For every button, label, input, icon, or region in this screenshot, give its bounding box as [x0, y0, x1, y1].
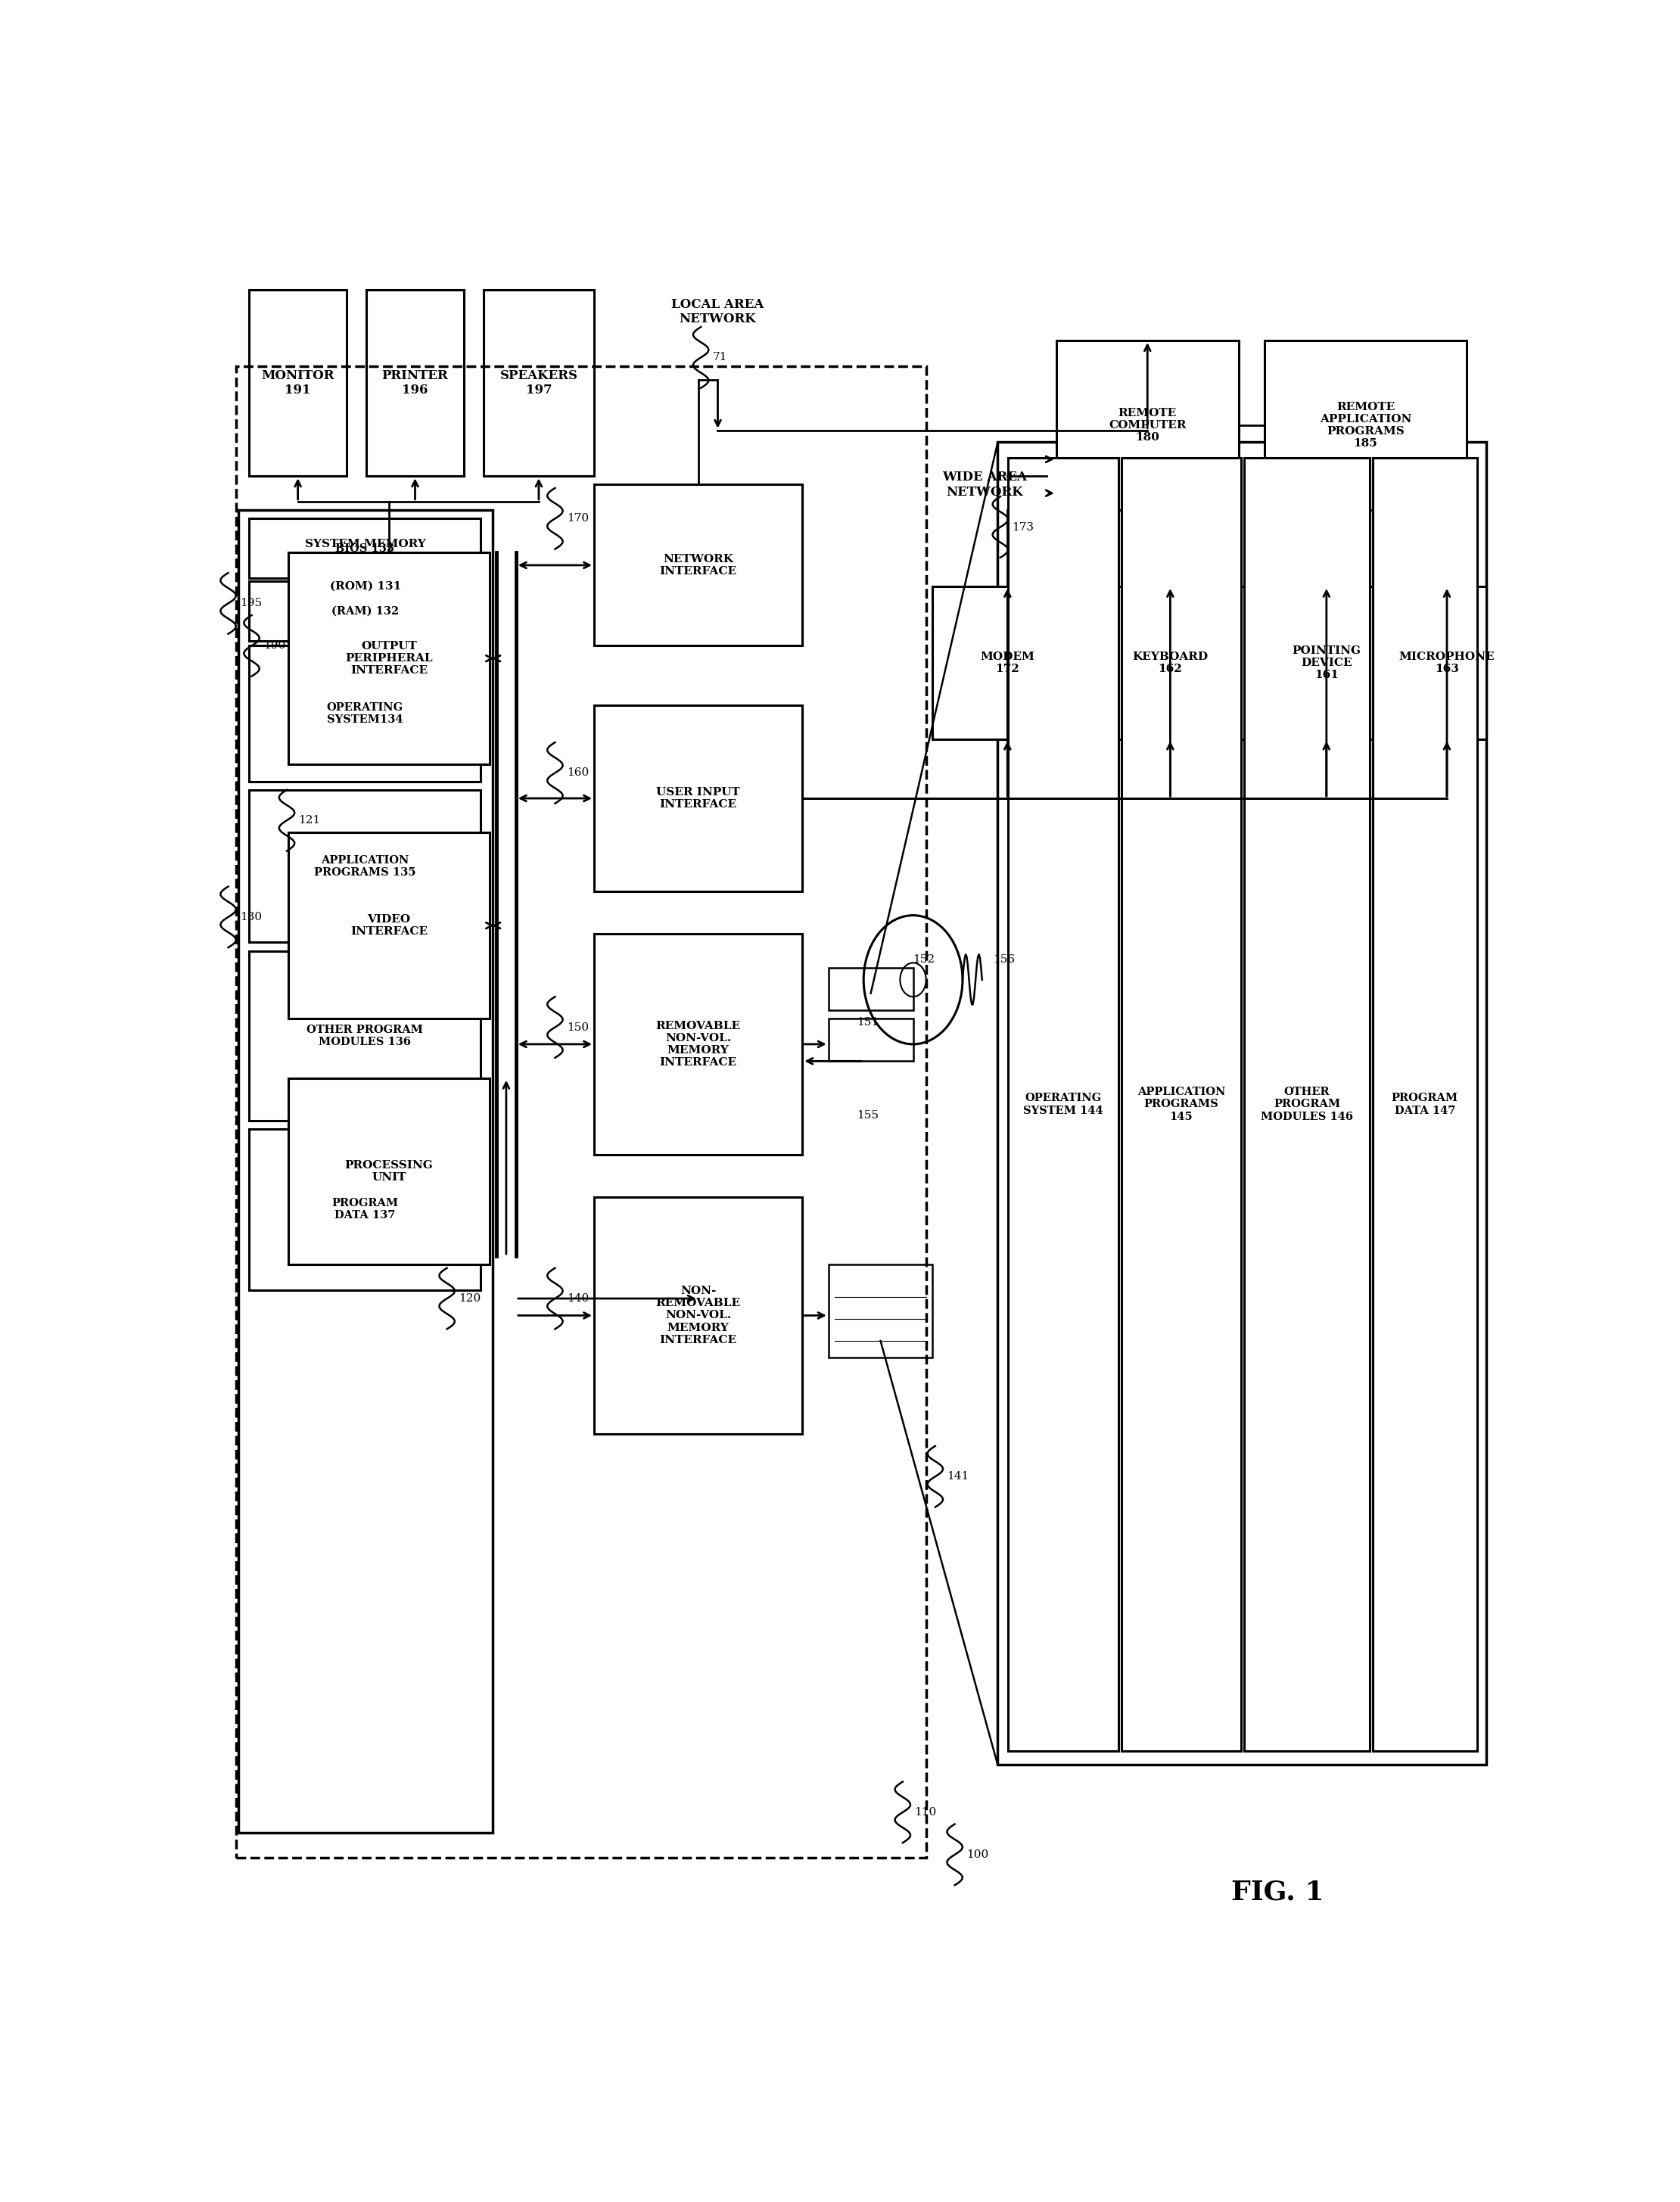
FancyBboxPatch shape: [828, 969, 914, 1011]
Text: VIDEO
INTERFACE: VIDEO INTERFACE: [351, 914, 428, 936]
Text: 121: 121: [299, 815, 321, 826]
Text: PROCESSING
UNIT: PROCESSING UNIT: [344, 1160, 433, 1182]
FancyBboxPatch shape: [595, 705, 803, 892]
FancyBboxPatch shape: [249, 581, 480, 641]
FancyBboxPatch shape: [1008, 458, 1119, 1751]
FancyBboxPatch shape: [484, 291, 595, 476]
FancyBboxPatch shape: [289, 553, 491, 764]
Text: 71: 71: [712, 352, 727, 363]
FancyBboxPatch shape: [1057, 341, 1238, 511]
FancyBboxPatch shape: [1095, 586, 1245, 740]
FancyBboxPatch shape: [828, 1020, 914, 1061]
Text: SPEAKERS
197: SPEAKERS 197: [499, 370, 578, 396]
FancyBboxPatch shape: [595, 934, 803, 1154]
Text: APPLICATION
PROGRAMS 135: APPLICATION PROGRAMS 135: [314, 854, 417, 879]
Text: SYSTEM MEMORY: SYSTEM MEMORY: [306, 539, 427, 548]
Text: 155: 155: [857, 1110, 879, 1121]
FancyBboxPatch shape: [1408, 586, 1485, 740]
Text: 100: 100: [966, 1850, 988, 1861]
FancyBboxPatch shape: [1243, 458, 1371, 1751]
FancyBboxPatch shape: [1122, 458, 1242, 1751]
FancyBboxPatch shape: [1373, 458, 1477, 1751]
Text: 120: 120: [459, 1293, 480, 1304]
Text: 190: 190: [264, 641, 286, 652]
FancyBboxPatch shape: [1252, 586, 1401, 740]
FancyBboxPatch shape: [249, 951, 480, 1121]
Text: REMOTE
COMPUTER
180: REMOTE COMPUTER 180: [1109, 407, 1186, 443]
FancyBboxPatch shape: [239, 511, 492, 1832]
Text: MICROPHONE
163: MICROPHONE 163: [1399, 652, 1495, 674]
Text: 110: 110: [914, 1808, 936, 1817]
Text: 173: 173: [1011, 522, 1033, 533]
Text: 151: 151: [857, 1017, 879, 1028]
Text: PROGRAM
DATA 137: PROGRAM DATA 137: [331, 1198, 398, 1220]
Text: (ROM) 131: (ROM) 131: [329, 581, 402, 592]
FancyBboxPatch shape: [828, 1264, 932, 1359]
Text: 170: 170: [566, 513, 588, 524]
FancyBboxPatch shape: [289, 832, 491, 1020]
Text: PRINTER
196: PRINTER 196: [381, 370, 449, 396]
FancyBboxPatch shape: [249, 517, 480, 577]
Text: (RAM) 132: (RAM) 132: [331, 606, 398, 617]
Text: REMOVABLE
NON-VOL.
MEMORY
INTERFACE: REMOVABLE NON-VOL. MEMORY INTERFACE: [655, 1020, 741, 1068]
Text: 130: 130: [240, 912, 262, 923]
Text: NON-
REMOVABLE
NON-VOL.
MEMORY
INTERFACE: NON- REMOVABLE NON-VOL. MEMORY INTERFACE: [655, 1286, 741, 1345]
Text: APPLICATION
PROGRAMS
145: APPLICATION PROGRAMS 145: [1137, 1088, 1225, 1123]
Text: MONITOR
191: MONITOR 191: [262, 370, 334, 396]
Text: 150: 150: [566, 1022, 588, 1033]
Text: PROGRAM
DATA 147: PROGRAM DATA 147: [1391, 1092, 1458, 1116]
Text: KEYBOARD
162: KEYBOARD 162: [1132, 652, 1208, 674]
Text: NETWORK
INTERFACE: NETWORK INTERFACE: [660, 553, 738, 577]
Text: USER INPUT
INTERFACE: USER INPUT INTERFACE: [657, 786, 741, 810]
FancyBboxPatch shape: [289, 1079, 491, 1264]
Text: 160: 160: [566, 768, 590, 777]
Text: OTHER PROGRAM
MODULES 136: OTHER PROGRAM MODULES 136: [307, 1024, 423, 1048]
FancyBboxPatch shape: [1265, 341, 1467, 511]
Text: 152: 152: [912, 953, 934, 964]
Text: 156: 156: [993, 953, 1015, 964]
Text: 195: 195: [240, 599, 262, 608]
FancyBboxPatch shape: [249, 791, 480, 942]
Text: BIOS 133: BIOS 133: [336, 544, 395, 553]
Text: LOCAL AREA
NETWORK: LOCAL AREA NETWORK: [672, 297, 764, 326]
FancyBboxPatch shape: [595, 484, 803, 645]
FancyBboxPatch shape: [249, 645, 480, 782]
Text: REMOTE
APPLICATION
PROGRAMS
185: REMOTE APPLICATION PROGRAMS 185: [1319, 401, 1411, 449]
Text: MODEM
172: MODEM 172: [979, 652, 1035, 674]
FancyBboxPatch shape: [366, 291, 464, 476]
FancyBboxPatch shape: [249, 1130, 480, 1290]
FancyBboxPatch shape: [249, 291, 346, 476]
FancyBboxPatch shape: [998, 443, 1485, 1764]
Text: WIDE AREA
NETWORK: WIDE AREA NETWORK: [942, 471, 1026, 498]
Text: POINTING
DEVICE
161: POINTING DEVICE 161: [1292, 645, 1361, 680]
Text: FIG. 1: FIG. 1: [1231, 1878, 1324, 1905]
Text: OPERATING
SYSTEM134: OPERATING SYSTEM134: [326, 702, 403, 724]
Text: OTHER
PROGRAM
MODULES 146: OTHER PROGRAM MODULES 146: [1260, 1088, 1352, 1123]
FancyBboxPatch shape: [595, 1196, 803, 1434]
Text: OUTPUT
PERIPHERAL
INTERFACE: OUTPUT PERIPHERAL INTERFACE: [346, 641, 433, 676]
FancyBboxPatch shape: [932, 586, 1082, 740]
Text: 140: 140: [566, 1293, 590, 1304]
Text: OPERATING
SYSTEM 144: OPERATING SYSTEM 144: [1023, 1092, 1104, 1116]
Text: 141: 141: [948, 1471, 969, 1482]
